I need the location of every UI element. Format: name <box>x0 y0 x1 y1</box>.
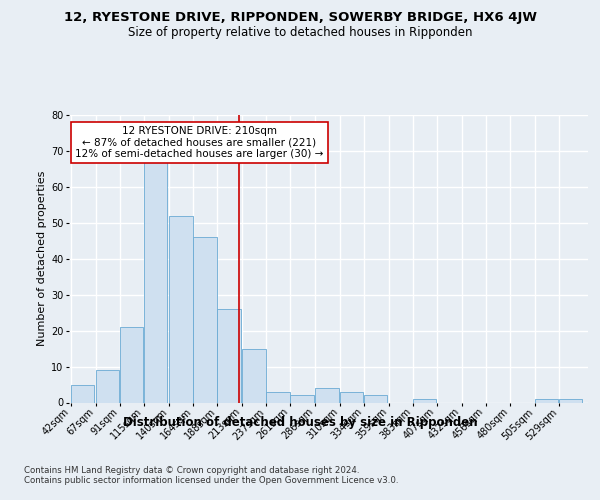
Bar <box>217 309 241 402</box>
Text: 12 RYESTONE DRIVE: 210sqm
← 87% of detached houses are smaller (221)
12% of semi: 12 RYESTONE DRIVE: 210sqm ← 87% of detac… <box>75 126 323 159</box>
Bar <box>242 348 266 403</box>
Y-axis label: Number of detached properties: Number of detached properties <box>37 171 47 346</box>
Bar <box>169 216 193 402</box>
Text: 12, RYESTONE DRIVE, RIPPONDEN, SOWERBY BRIDGE, HX6 4JW: 12, RYESTONE DRIVE, RIPPONDEN, SOWERBY B… <box>64 11 536 24</box>
Bar <box>413 399 436 402</box>
Bar <box>290 396 314 402</box>
Bar <box>316 388 339 402</box>
Bar <box>193 237 217 402</box>
Text: Contains HM Land Registry data © Crown copyright and database right 2024.
Contai: Contains HM Land Registry data © Crown c… <box>24 466 398 485</box>
Text: Distribution of detached houses by size in Ripponden: Distribution of detached houses by size … <box>122 416 478 429</box>
Bar <box>96 370 119 402</box>
Bar <box>364 396 387 402</box>
Bar <box>340 392 363 402</box>
Bar <box>266 392 290 402</box>
Text: Size of property relative to detached houses in Ripponden: Size of property relative to detached ho… <box>128 26 472 39</box>
Bar <box>535 399 558 402</box>
Bar <box>120 327 143 402</box>
Bar <box>144 158 167 402</box>
Bar <box>559 399 582 402</box>
Bar <box>71 384 94 402</box>
